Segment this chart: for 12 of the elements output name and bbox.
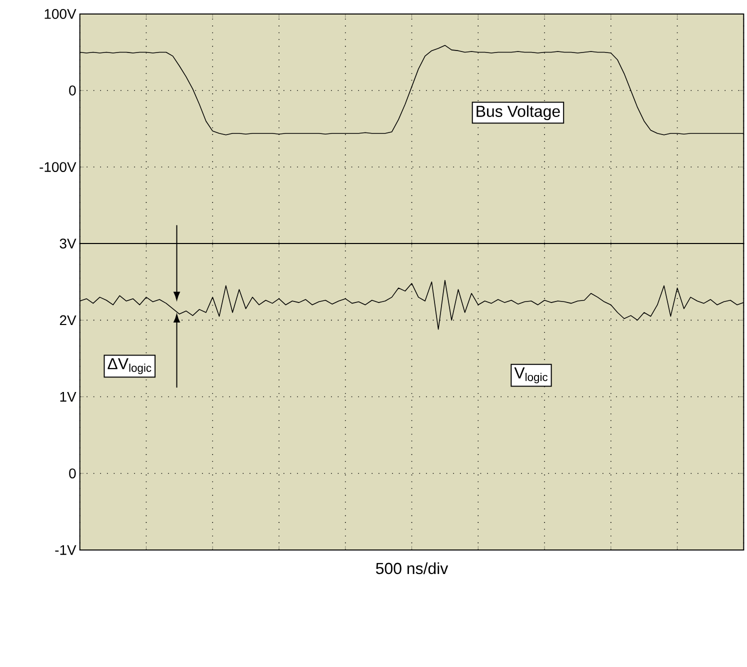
x-axis-title: 500 ns/div (376, 562, 448, 574)
y-tick-label: 1V (60, 392, 76, 402)
annotation: Bus Voltage (476, 105, 560, 120)
annotation: ΔV$_{logic}$ (108, 358, 152, 374)
annotation: V$_{logic}$ (514, 367, 548, 384)
y-tick-label: -1V (55, 545, 76, 555)
y-tick-label: 100V (44, 9, 76, 20)
y-tick-label: 0 (69, 86, 76, 96)
y-tick-label: 3V (60, 238, 76, 249)
y-tick-label: 0 (69, 468, 76, 478)
y-tick-label: 2V (60, 315, 76, 326)
y-tick-label: -100V (40, 162, 76, 172)
